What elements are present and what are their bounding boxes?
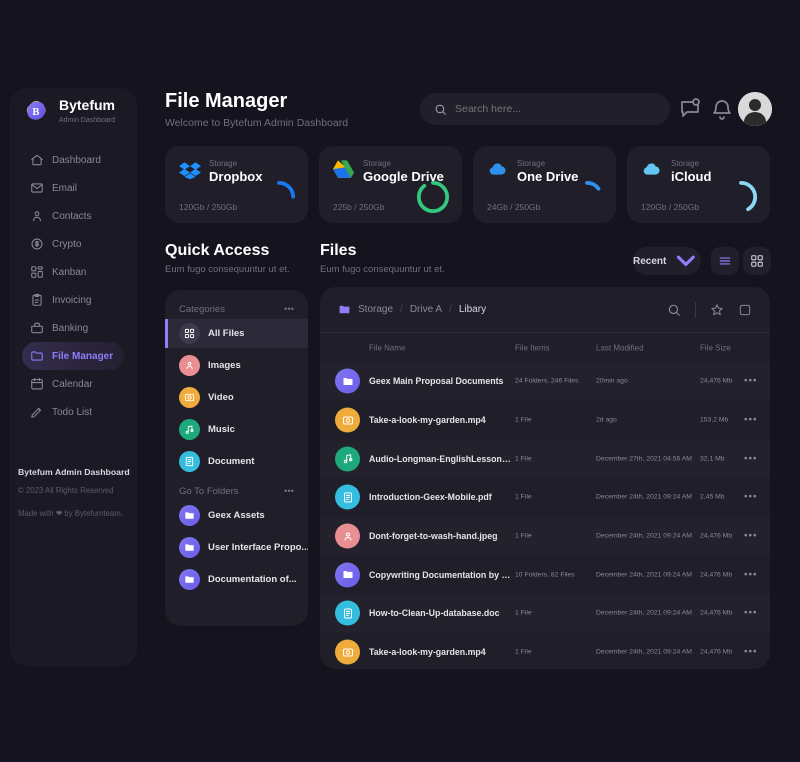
svg-text:B: B bbox=[32, 107, 39, 118]
